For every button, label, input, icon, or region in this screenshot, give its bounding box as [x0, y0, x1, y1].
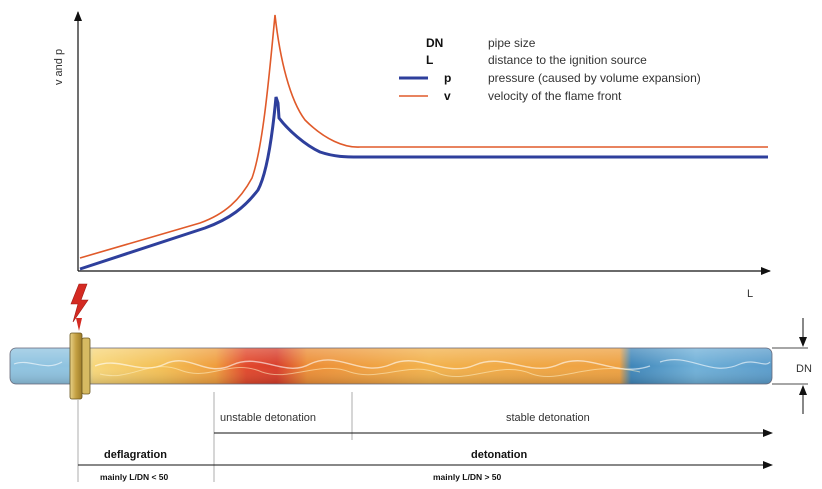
- pipe-shading: [10, 348, 772, 384]
- dn-label: DN: [796, 363, 812, 375]
- legend-desc-p: pressure (caused by volume expansion): [488, 71, 701, 85]
- zone-markers: unstable detonation stable detonation de…: [77, 392, 773, 482]
- lightning-bolt-icon: [70, 283, 89, 331]
- legend-key-l: L: [426, 53, 433, 67]
- legend-desc-l: distance to the ignition source: [488, 53, 647, 67]
- label-detonation-rule: mainly L/DN > 50: [433, 472, 502, 482]
- label-unstable-detonation: unstable detonation: [220, 412, 316, 424]
- legend-item-p: p pressure (caused by volume expansion): [399, 71, 701, 85]
- velocity-curve: [79, 14, 768, 259]
- legend-item-v: v velocity of the flame front: [399, 89, 622, 103]
- legend-key-v: v: [444, 89, 451, 103]
- legend-item-l: L distance to the ignition source: [426, 53, 647, 67]
- label-deflagration: deflagration: [104, 449, 167, 461]
- flame-swirl: [94, 359, 651, 370]
- legend-desc-v: velocity of the flame front: [488, 89, 622, 103]
- pipe-outline: [9, 347, 773, 385]
- y-axis-label: v and p: [53, 49, 65, 85]
- pressure-curve: [79, 96, 768, 271]
- label-deflagration-rule: mainly L/DN < 50: [100, 472, 169, 482]
- label-stable-detonation: stable detonation: [506, 412, 590, 424]
- legend: DN pipe size L distance to the ignition …: [399, 36, 701, 103]
- legend-desc-dn: pipe size: [488, 36, 536, 50]
- dn-dimension: DN: [772, 318, 812, 414]
- flame-swirl-2: [99, 366, 641, 378]
- legend-key-p: p: [444, 71, 451, 85]
- label-detonation: detonation: [471, 449, 527, 461]
- pipe: [9, 332, 773, 400]
- flange: [69, 332, 83, 400]
- legend-key-dn: DN: [426, 36, 443, 50]
- flange-back: [81, 337, 91, 395]
- legend-item-dn: DN pipe size: [426, 36, 536, 50]
- cold-swirl: [13, 359, 771, 369]
- x-axis-label: L: [747, 288, 753, 300]
